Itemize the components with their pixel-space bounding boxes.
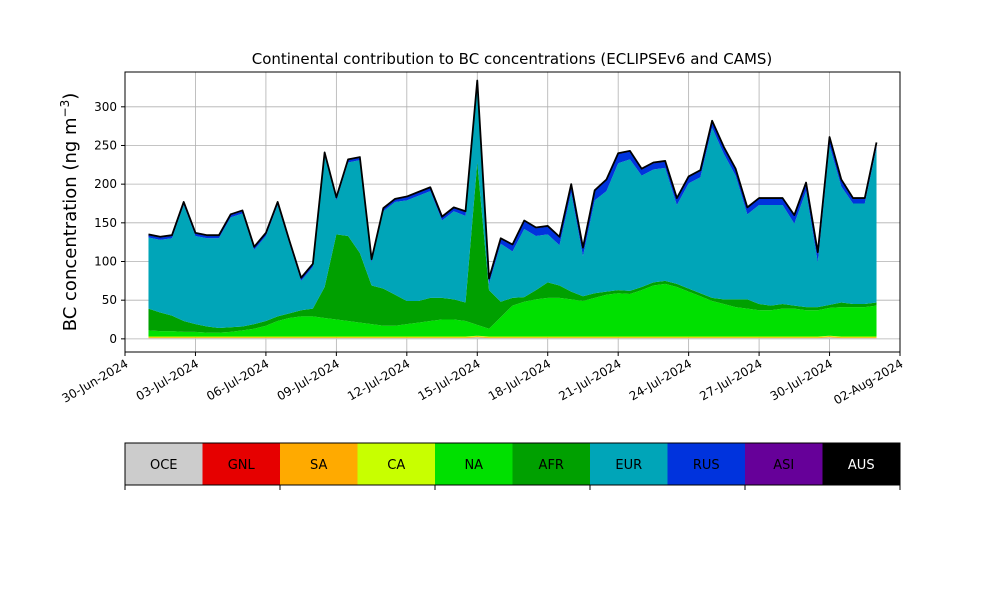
total-line-path: [148, 79, 878, 280]
colorbar-cell-gnl: [202, 443, 281, 485]
colorbar-cell-eur: [590, 443, 668, 485]
colorbar-label-aus: AUS: [848, 458, 875, 473]
colorbar-cell-sa: [280, 443, 358, 485]
colorbar-label-oce: OCE: [150, 458, 178, 473]
colorbar-label-sa: SA: [310, 458, 327, 473]
y-axis: 0 50 100 150 200 250 300: [94, 100, 125, 346]
y-tick-label: 50: [102, 293, 117, 307]
colorbar-label-gnl: GNL: [228, 458, 256, 473]
y-tick-label: 300: [94, 100, 117, 114]
area-sa: [148, 336, 877, 339]
y-tick-label: 200: [94, 177, 117, 191]
stacked-areas: [148, 80, 877, 339]
area-afr: [148, 162, 877, 333]
colorbar-label-eur: EUR: [615, 458, 642, 473]
colorbar-label-rus: RUS: [693, 458, 720, 473]
y-tick-label: 0: [109, 332, 117, 346]
y-axis-label: BC concentration (ng m−3): [58, 93, 81, 332]
area-eur: [148, 85, 877, 329]
chart-title: Continental contribution to BC concentra…: [252, 50, 773, 68]
area-na: [148, 283, 877, 337]
colorbar-legend: OCE GNL SA CA NA AFR EUR RUS ASI AUS: [124, 443, 901, 490]
colorbar-cell-aus: [822, 443, 901, 485]
y-tick-label: 100: [94, 255, 117, 269]
total-line: [148, 79, 878, 280]
colorbar-cell-ca: [357, 443, 436, 485]
colorbar-cell-rus: [667, 443, 746, 485]
plot-frame: [124, 71, 901, 353]
y-tick-label: 250: [94, 138, 117, 152]
y-tick-label: 150: [94, 216, 117, 230]
area-oce: [148, 337, 877, 339]
colorbar-label-afr: AFR: [539, 458, 564, 473]
colorbar-frame: [124, 442, 901, 486]
colorbar-label-na: NA: [464, 458, 483, 473]
colorbar-cell-na: [435, 443, 513, 485]
colorbar-label-ca: CA: [387, 458, 405, 473]
colorbar-cell-oce: [125, 443, 203, 485]
colorbar-cell-asi: [745, 443, 823, 485]
colorbar-label-asi: ASI: [773, 458, 794, 473]
colorbar-cell-afr: [512, 443, 591, 485]
